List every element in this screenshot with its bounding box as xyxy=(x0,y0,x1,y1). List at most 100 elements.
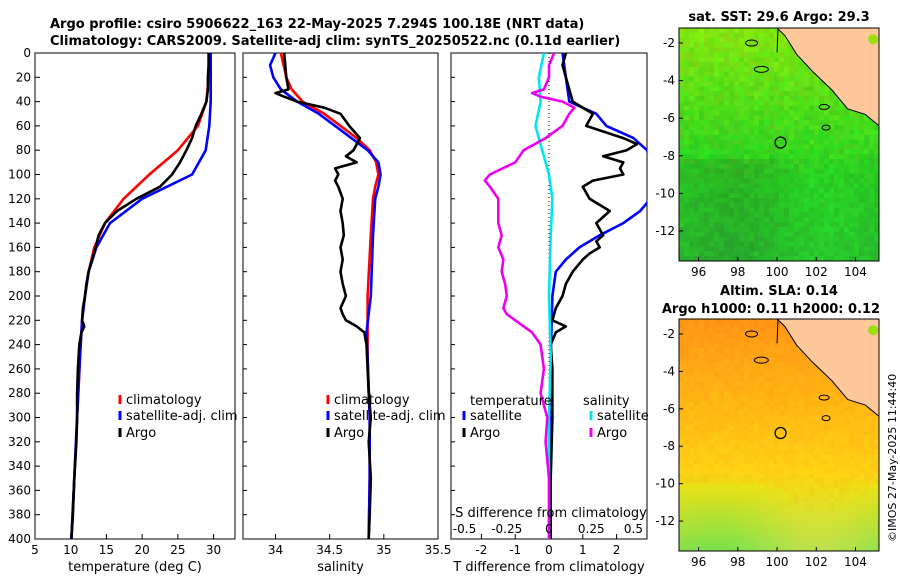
map-cell xyxy=(704,531,710,537)
map-cell xyxy=(714,483,720,489)
map-cell xyxy=(699,541,705,547)
map-cell xyxy=(749,493,755,499)
map-cell xyxy=(714,333,720,339)
map-cell xyxy=(794,134,800,141)
map-cell xyxy=(754,105,760,112)
map-cell xyxy=(774,372,780,378)
map-cell xyxy=(769,144,775,150)
map-cell xyxy=(839,488,845,494)
map-cell xyxy=(714,430,720,436)
map-cell xyxy=(749,188,755,194)
map-cell xyxy=(839,425,845,431)
map-cell xyxy=(799,493,805,499)
map-cell xyxy=(694,86,700,92)
map-cell xyxy=(724,502,730,508)
map-cell xyxy=(694,188,700,194)
map-cell xyxy=(814,193,820,199)
map-cell xyxy=(844,231,850,238)
map-cell xyxy=(854,202,860,209)
y-tick-label: -6 xyxy=(663,111,675,125)
map-cell xyxy=(869,236,875,243)
map-cell xyxy=(719,86,725,92)
island-patch xyxy=(868,325,879,336)
map-cell xyxy=(709,197,715,204)
map-cell xyxy=(784,488,790,494)
map-cell xyxy=(704,454,710,460)
map-cell xyxy=(694,241,700,247)
map-cell xyxy=(834,502,840,508)
map-cell xyxy=(799,526,805,533)
map-cell xyxy=(699,420,705,426)
map-cell xyxy=(699,129,705,136)
map-cell xyxy=(809,497,815,504)
map-cell xyxy=(829,120,835,126)
map-cell xyxy=(859,425,865,431)
map-cell xyxy=(744,468,750,475)
map-cell xyxy=(744,386,750,392)
map-cell xyxy=(684,193,690,199)
map-cell xyxy=(684,212,690,218)
map-cell xyxy=(754,71,760,78)
map-cell xyxy=(729,251,735,257)
map-cell xyxy=(684,71,690,78)
map-cell xyxy=(779,372,785,378)
map-cell xyxy=(699,401,705,407)
map-cell xyxy=(704,256,710,262)
map-cell xyxy=(784,144,790,150)
map-cell xyxy=(689,386,695,392)
map-cell xyxy=(754,323,760,330)
map-cell xyxy=(704,541,710,547)
map-cell xyxy=(869,120,875,126)
map-cell xyxy=(869,231,875,238)
map-cell xyxy=(759,212,765,218)
map-cell xyxy=(679,139,685,145)
map-cell xyxy=(809,454,815,460)
map-cell xyxy=(809,188,815,194)
map-cell xyxy=(859,231,865,238)
map-cell xyxy=(779,231,785,238)
map-cell xyxy=(814,246,820,252)
map-cell xyxy=(684,367,690,373)
map-cell xyxy=(769,478,775,484)
map-cell xyxy=(874,207,880,213)
map-cell xyxy=(744,323,750,330)
map-cell xyxy=(699,100,705,107)
map-cell xyxy=(729,222,735,228)
y-tick-label: 160 xyxy=(8,240,31,254)
map-cell xyxy=(804,134,810,141)
map-cell xyxy=(724,217,730,223)
map-cell xyxy=(804,212,810,218)
map-cell xyxy=(849,139,855,145)
map-cell xyxy=(829,222,835,228)
map-cell xyxy=(689,52,695,58)
map-cell xyxy=(829,139,835,145)
map-cell xyxy=(809,129,815,136)
map-cell xyxy=(864,202,870,209)
map-cell xyxy=(829,526,835,533)
map-cell xyxy=(699,526,705,533)
map-cell xyxy=(829,483,835,489)
map-cell xyxy=(689,406,695,412)
map-cell xyxy=(849,163,855,170)
map-cell xyxy=(679,134,685,141)
map-cell xyxy=(684,517,690,523)
map-cell xyxy=(754,100,760,107)
map-cell xyxy=(679,546,685,552)
map-cell xyxy=(699,163,705,170)
map-cell xyxy=(734,76,740,82)
map-cell xyxy=(789,512,795,518)
map-cell xyxy=(679,91,685,97)
map-cell xyxy=(754,115,760,121)
map-cell xyxy=(699,507,705,513)
map-cell xyxy=(844,110,850,116)
map-cell xyxy=(789,362,795,368)
map-cell xyxy=(679,478,685,484)
map-cell xyxy=(814,178,820,184)
map-cell xyxy=(794,439,800,446)
map-cell xyxy=(819,120,825,126)
map-cell xyxy=(679,197,685,204)
map-cell xyxy=(699,110,705,116)
map-cell xyxy=(824,115,830,121)
map-cell xyxy=(769,227,775,233)
map-cell xyxy=(839,110,845,116)
